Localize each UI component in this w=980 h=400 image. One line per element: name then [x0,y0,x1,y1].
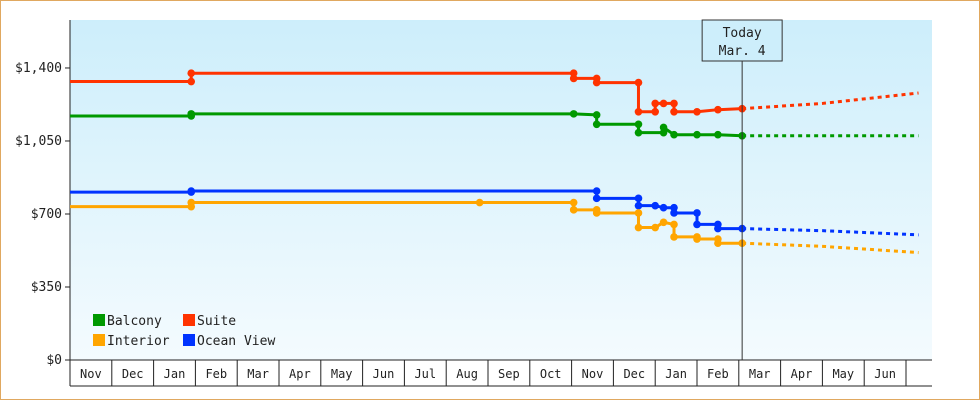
y-tick-label: $1,050 [15,134,62,149]
data-point-balcony [693,130,701,139]
x-month-label: Jul [414,367,436,381]
today-box [701,19,783,62]
data-point-balcony [670,130,678,139]
data-point-suite [187,69,196,77]
data-point-suite [634,78,643,87]
data-point-suite [670,107,678,116]
legend-swatch-suite [183,314,195,326]
y-tick-label: $0 [46,353,62,368]
data-point-ocean-view [187,187,196,195]
legend-label-interior: Interior [107,334,170,349]
data-point-suite [714,105,722,114]
data-point-interior [569,198,578,207]
data-point-balcony [659,128,668,137]
today-date: Mar. 4 [719,44,766,59]
data-point-balcony [187,110,196,118]
series-forecast-interior [742,241,919,255]
data-point-ocean-view [714,224,722,233]
data-point-interior [714,239,722,247]
data-point-balcony [659,123,668,132]
data-point-ocean-view [651,201,659,210]
data-point-ocean-view [670,203,678,212]
data-point-interior [670,220,678,229]
x-month-label: May [832,367,854,381]
x-month-label: Jan [665,367,687,381]
data-point-interior [187,198,196,207]
legend-label-suite: Suite [197,314,236,329]
legend-swatch-interior [93,334,105,346]
data-point-ocean-view [693,220,701,229]
legend-label-ocean-view: Ocean View [197,334,275,349]
x-month-label: Nov [80,367,102,381]
data-point-balcony [592,120,601,129]
x-month-label: Jan [164,367,186,381]
data-point-suite [569,74,578,83]
data-point-ocean-view [634,194,643,203]
series-line-ocean-view [70,189,743,231]
data-point-interior [693,235,701,243]
data-point-suite [670,99,678,108]
x-month-label: Nov [582,367,604,381]
data-point-interior [569,206,578,214]
data-point-balcony [592,111,601,119]
x-month-label: Mar [749,367,771,381]
legend-label-balcony: Balcony [107,314,162,329]
data-point-suite [634,107,643,116]
series-forecast-ocean-view [742,227,919,237]
x-month-label: Apr [791,367,813,381]
data-point-interior [592,209,601,217]
y-tick-label: $700 [31,207,62,222]
x-month-label: Feb [707,367,729,381]
legend-swatch-ocean-view [183,334,195,346]
data-point-interior [634,209,643,217]
y-tick-label: $350 [31,280,62,295]
x-month-label: Dec [623,367,645,381]
data-point-balcony [634,120,643,129]
data-point-interior [634,223,643,232]
data-point-balcony [634,128,643,137]
data-point-suite [592,78,601,87]
data-point-suite [693,107,701,116]
x-month-label: Oct [540,367,562,381]
data-point-balcony [714,130,722,139]
x-month-label: Mar [247,367,269,381]
data-point-interior [659,218,668,227]
data-point-ocean-view [659,203,668,212]
series-line-balcony [70,112,743,138]
series-forecast-suite [742,91,919,111]
data-point-suite [651,107,659,116]
x-month-label: Jun [874,367,896,381]
today-label: Today [723,26,762,41]
data-point-balcony [569,110,578,118]
data-point-interior [670,233,678,241]
data-point-suite [651,99,659,108]
data-point-ocean-view [670,209,678,217]
x-month-label: Apr [289,367,311,381]
data-point-suite [187,77,196,86]
x-month-label: Feb [205,367,227,381]
data-point-suite [569,69,578,77]
data-point-ocean-view [693,209,701,217]
data-point-suite [659,99,668,108]
data-point-ocean-view [592,194,601,203]
x-month-label: Aug [456,367,478,381]
data-point-ocean-view [634,201,643,210]
x-month-label: Jun [373,367,395,381]
data-point-interior [475,198,484,207]
x-month-label: May [331,367,353,381]
legend-swatch-balcony [93,314,105,326]
y-tick-label: $1,400 [15,61,62,76]
data-point-interior [651,223,659,232]
data-point-ocean-view [592,187,601,195]
x-month-label: Sep [498,367,520,381]
x-month-label: Dec [122,367,144,381]
